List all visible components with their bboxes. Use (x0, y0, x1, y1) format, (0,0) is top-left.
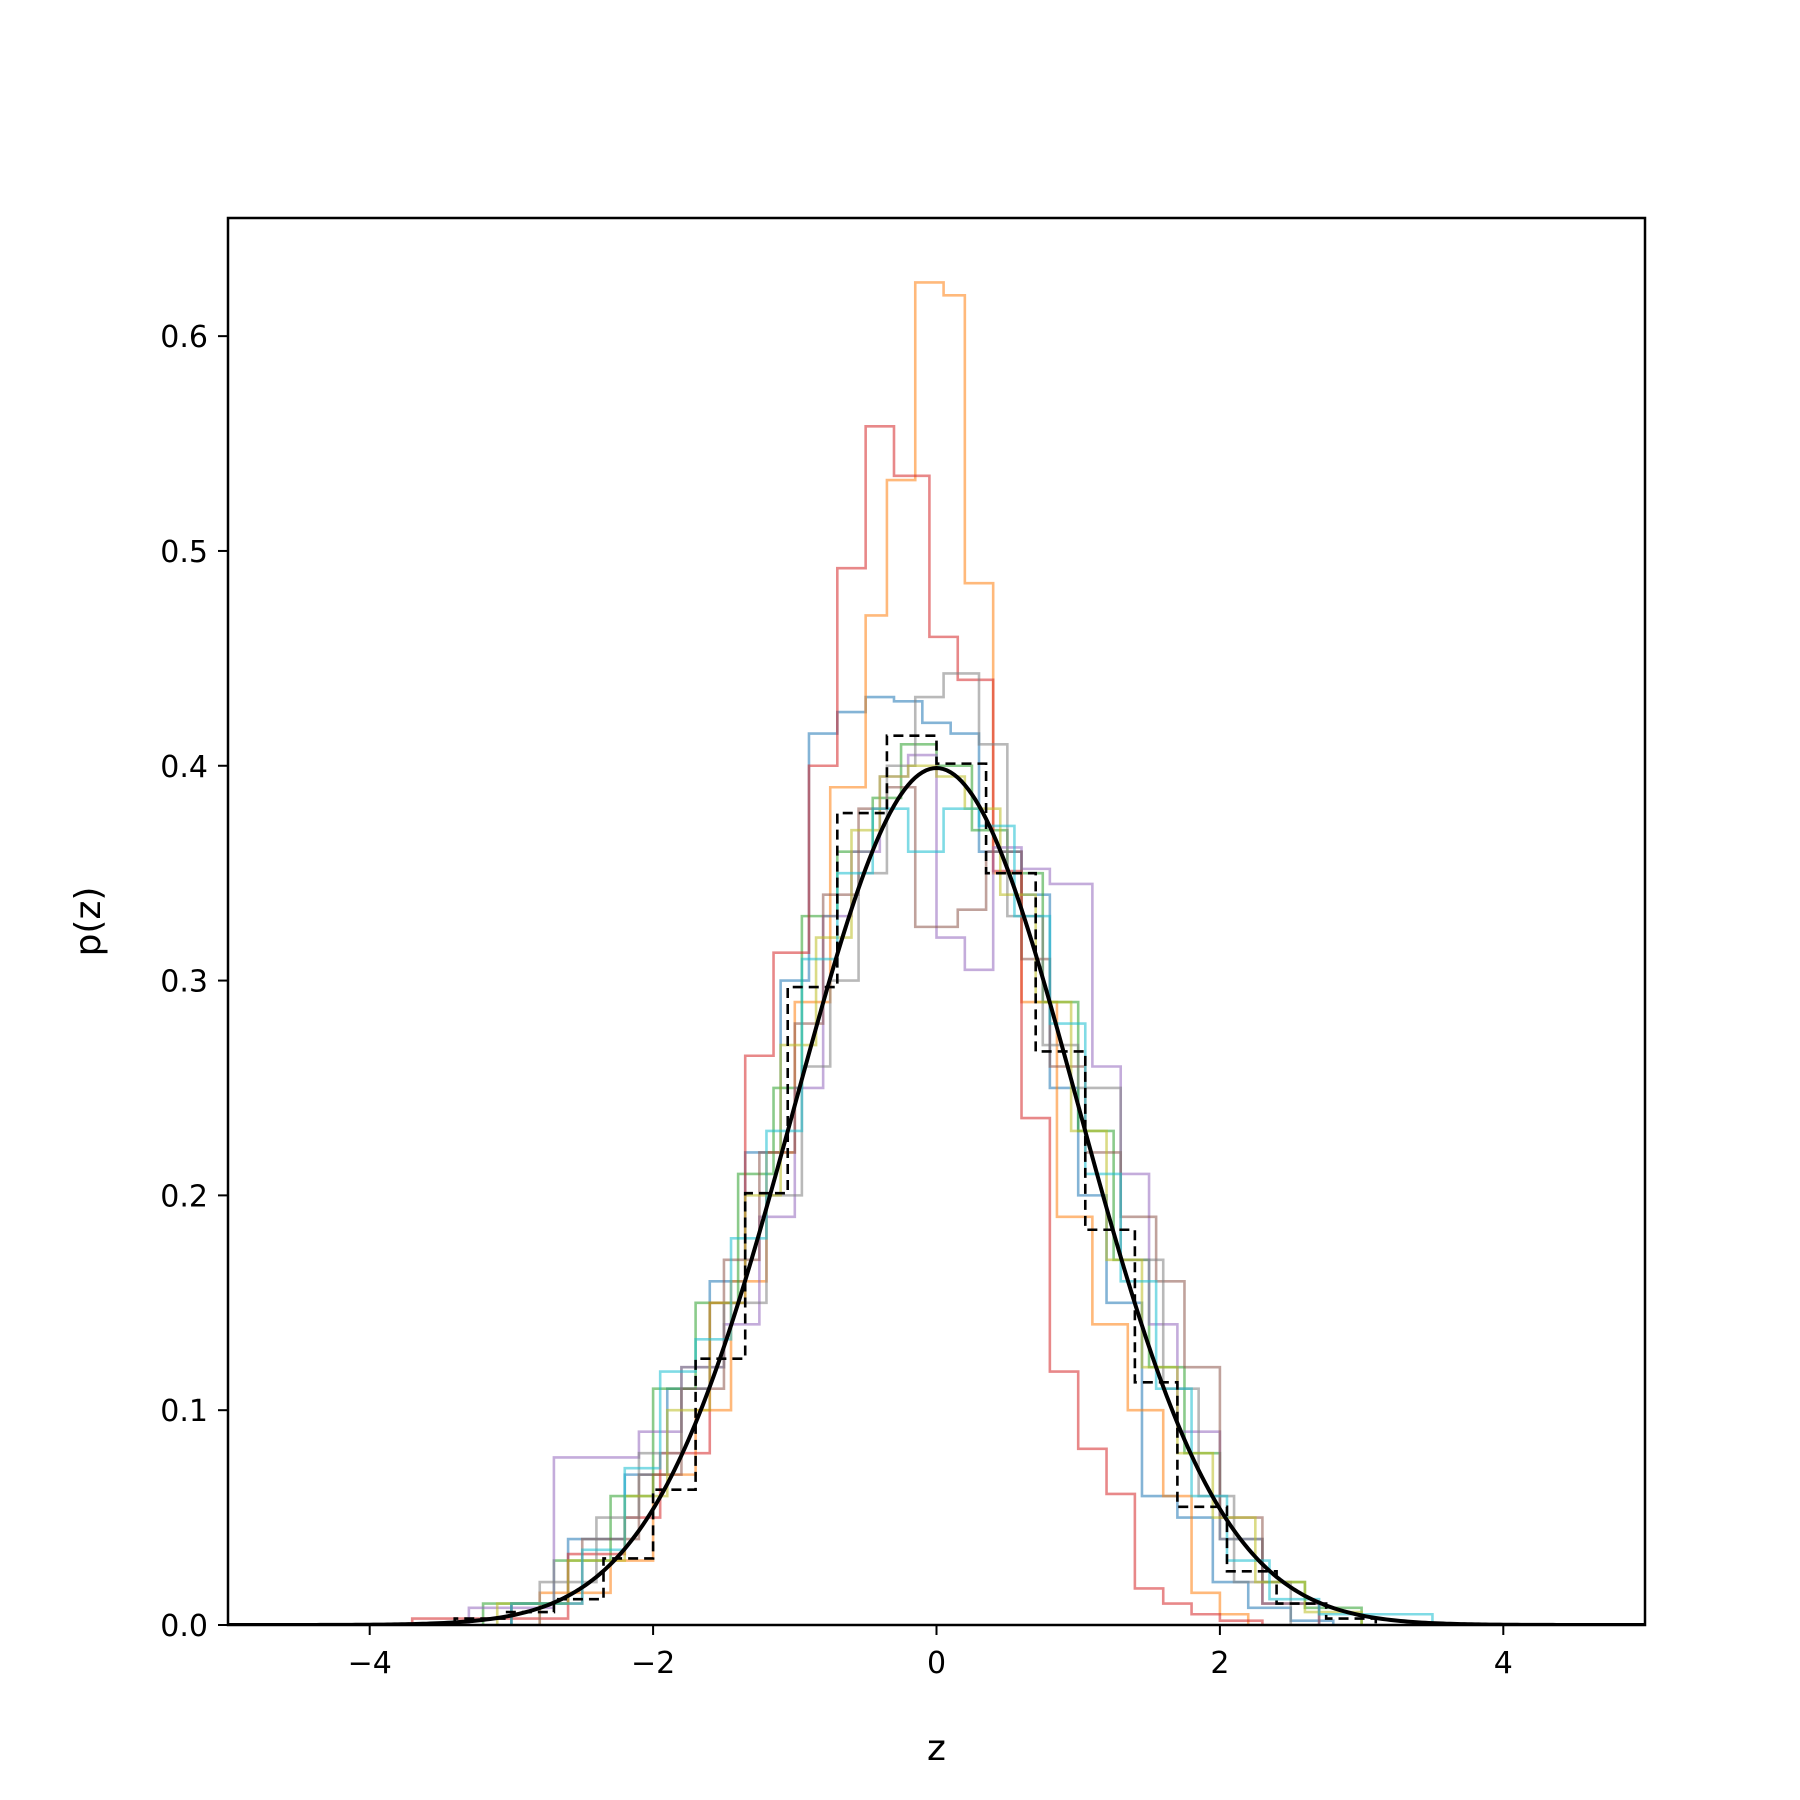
y-tick-label: 0.4 (160, 750, 208, 785)
sample-histogram-3 (481, 742, 1363, 1625)
x-axis-label: z (927, 1728, 946, 1769)
x-tick-label: −2 (631, 1646, 675, 1681)
y-axis-label: p(z) (68, 887, 109, 957)
sample-histogram-7 (538, 672, 1293, 1625)
sample-histogram-6 (510, 785, 1321, 1625)
sample-histogram-9 (510, 807, 1434, 1625)
normal-pdf-curve (228, 766, 1645, 1625)
reference-histogram-dashed (453, 734, 1378, 1625)
x-tick-label: 4 (1494, 1646, 1513, 1681)
y-tick-label: 0.6 (160, 320, 208, 355)
sample-histogram-4 (410, 425, 1264, 1625)
x-tick-label: 0 (927, 1646, 946, 1681)
y-axis: 0.0 0.1 0.2 0.3 0.4 0.5 0.6 (160, 320, 228, 1644)
sample-histogram-1 (510, 695, 1335, 1625)
x-axis: −4 −2 0 2 4 (348, 1625, 1513, 1681)
y-tick-label: 0.0 (160, 1609, 208, 1644)
x-tick-label: 2 (1210, 1646, 1229, 1681)
y-tick-label: 0.2 (160, 1179, 208, 1214)
y-tick-label: 0.3 (160, 965, 208, 1000)
y-tick-label: 0.5 (160, 535, 208, 570)
x-tick-label: −4 (348, 1646, 392, 1681)
series-layer (228, 281, 1645, 1625)
sample-histogram-8 (495, 764, 1363, 1625)
y-tick-label: 0.1 (160, 1394, 208, 1429)
